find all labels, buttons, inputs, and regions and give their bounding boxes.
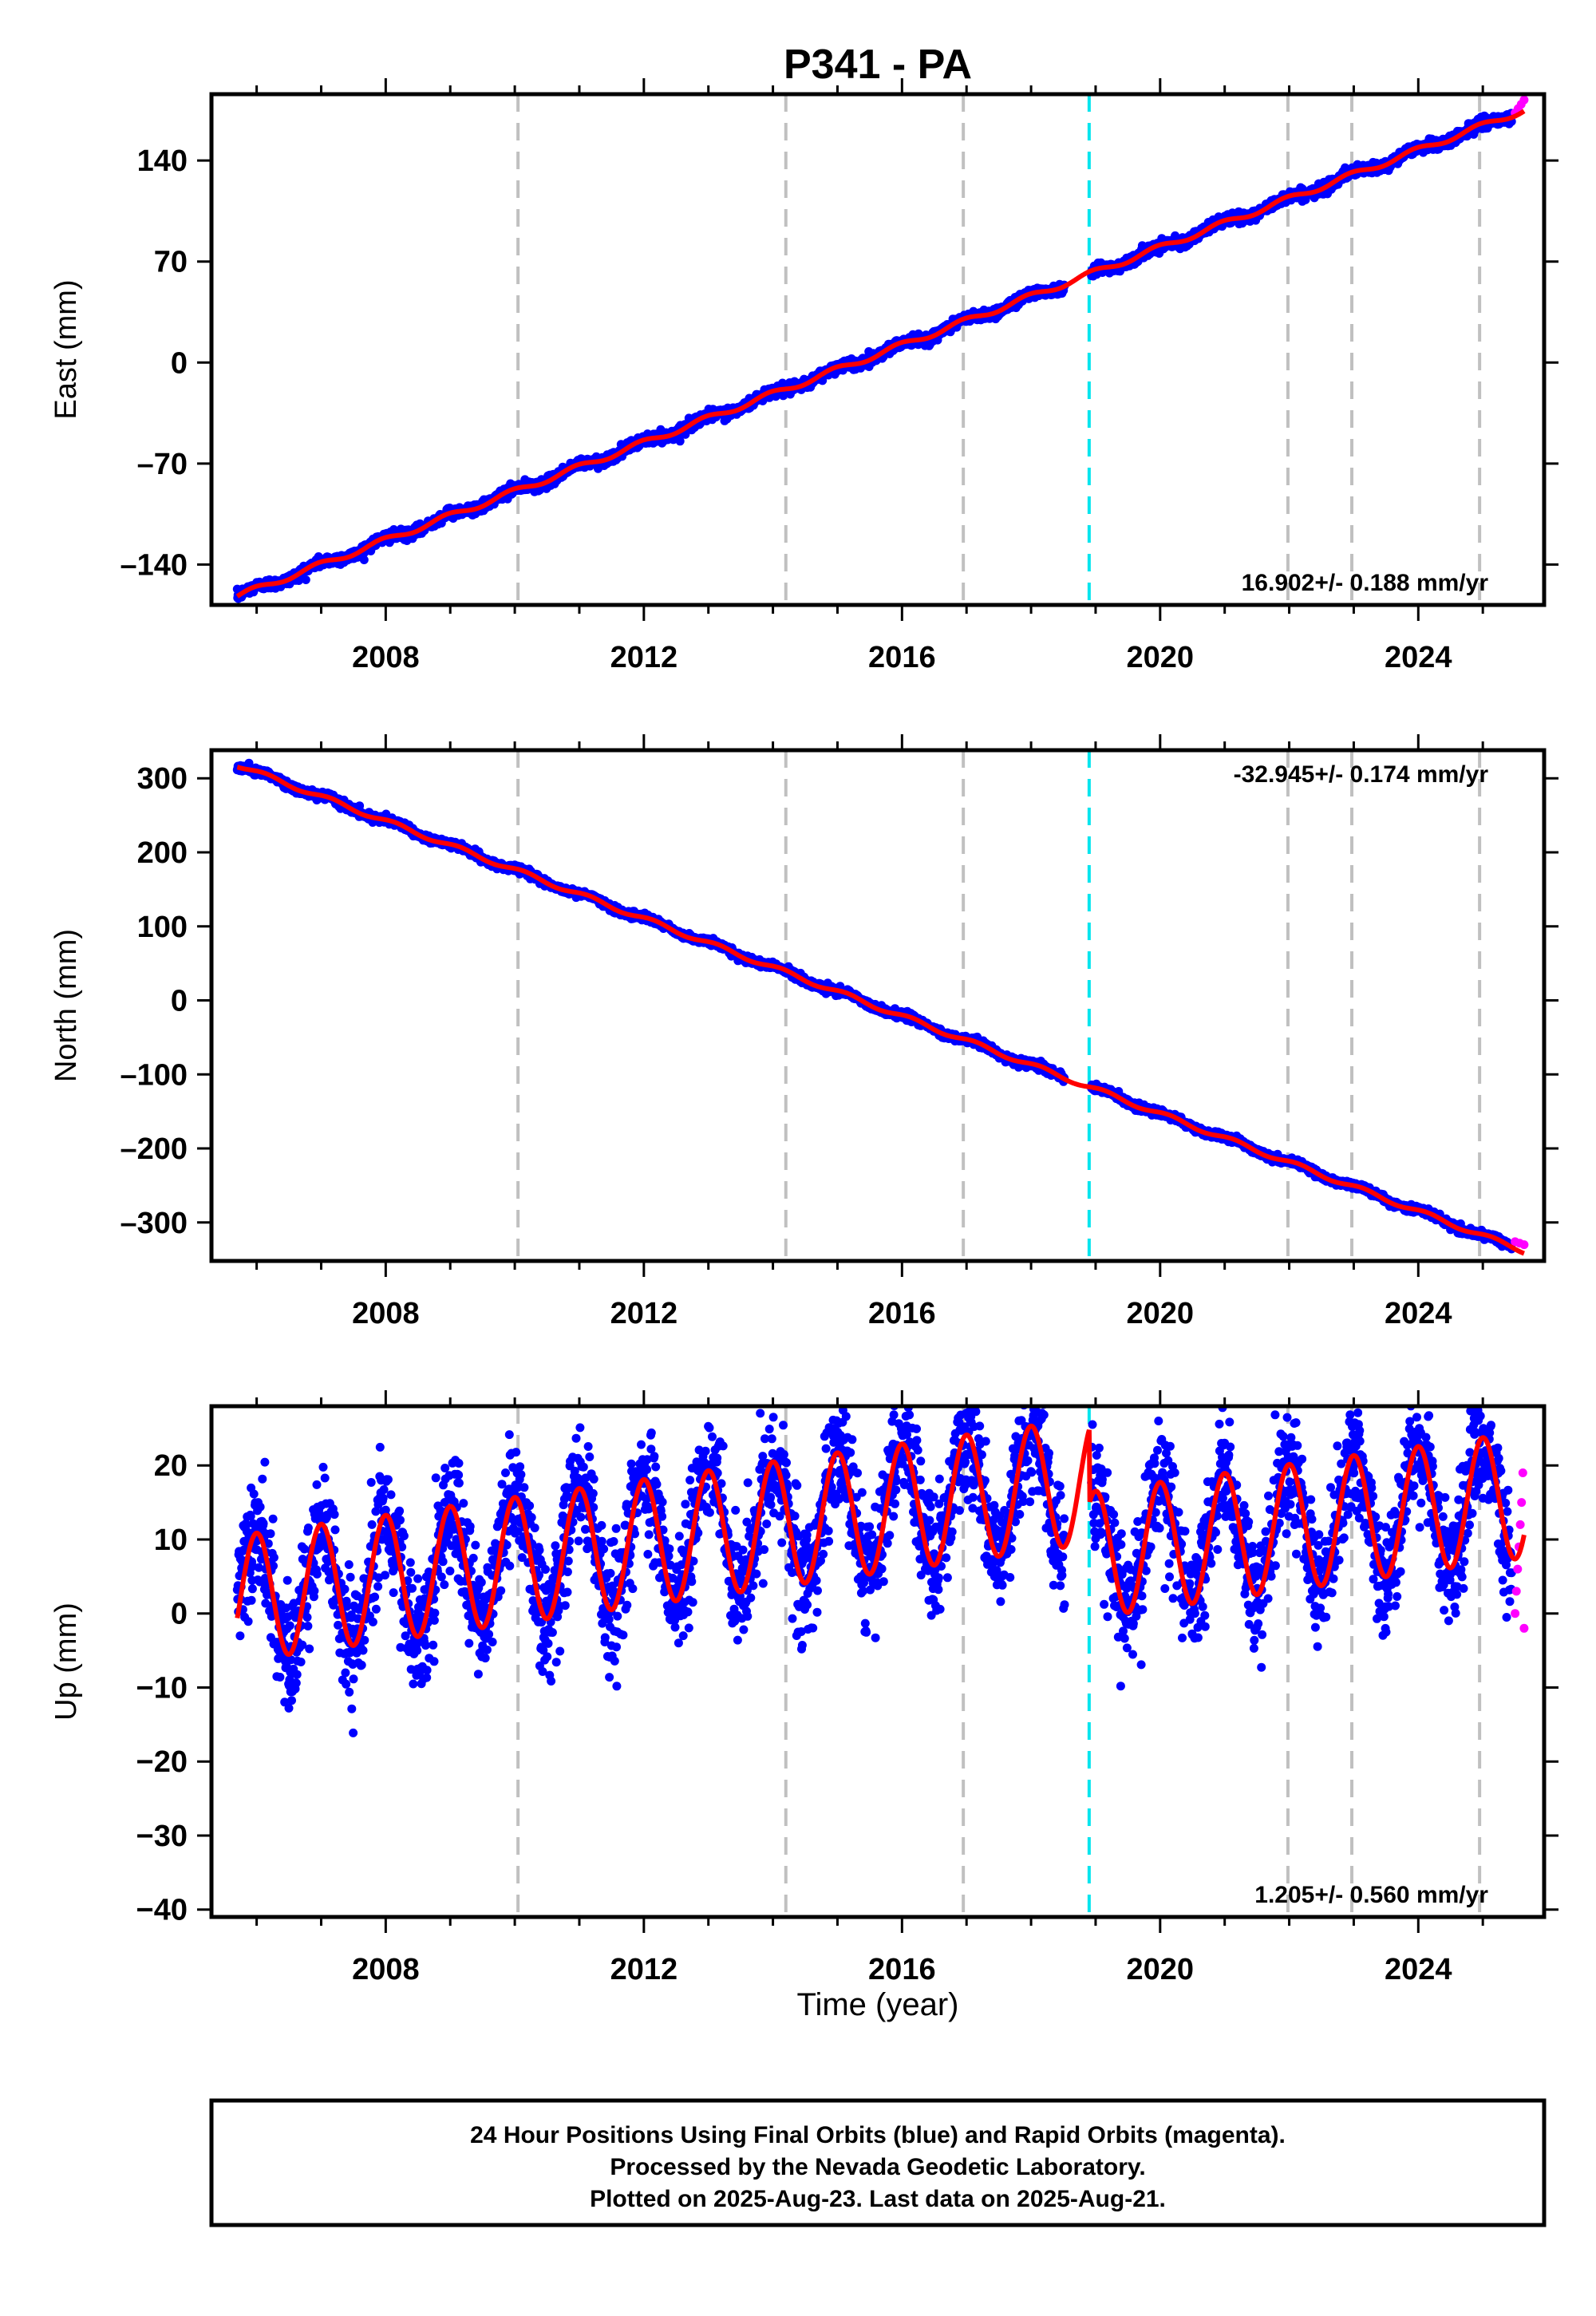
x-tick-label: 2024 [1385, 641, 1452, 674]
y-tick-label: –70 [137, 448, 188, 481]
data-point [675, 437, 685, 446]
x-tick-label: 2016 [868, 641, 936, 674]
y-tick-label: 140 [137, 144, 188, 178]
y-tick-label: 0 [171, 346, 188, 380]
chart-title: P341 - PA [784, 41, 972, 88]
velocity-label: 16.902+/- 0.188 mm/yr [1242, 570, 1489, 596]
y-tick-label: –140 [120, 548, 188, 582]
data-point [301, 575, 310, 584]
y-tick-label: 70 [154, 246, 188, 279]
north-panel: 2008 2012 2016 2020 20243002001000–100–200–3… [49, 734, 1558, 1330]
east-panel: 2008 2012 2016 2020 2024 140 70 0 –70 –140 East (m… [49, 78, 1558, 674]
x-tick-label: 2020 [1127, 641, 1195, 674]
data-point [359, 555, 369, 564]
x-tick-label: 2008 [352, 641, 420, 674]
model-fit-line [235, 109, 1526, 599]
rapid-point [1519, 95, 1529, 105]
x-tick-label: 2012 [610, 641, 678, 674]
y-axis-label: East (mm) [49, 279, 83, 419]
